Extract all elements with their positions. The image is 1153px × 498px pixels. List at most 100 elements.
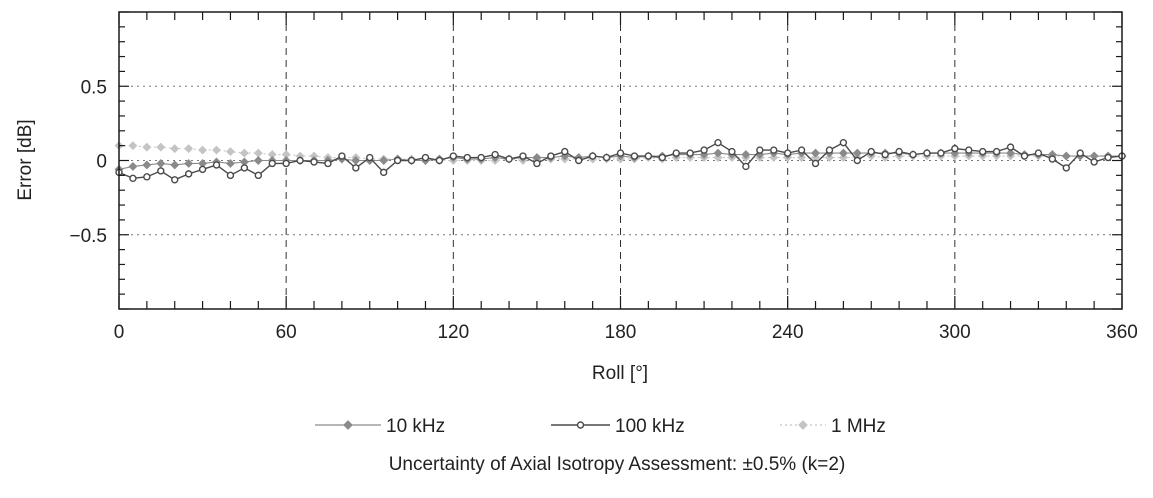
x-tick-label: 300	[939, 322, 971, 343]
data-point	[366, 153, 374, 162]
x-tick-label: 180	[605, 322, 637, 343]
data-point	[951, 144, 959, 153]
data-point	[1061, 151, 1071, 161]
data-point	[533, 159, 541, 168]
data-point	[713, 153, 723, 162]
data-point	[171, 176, 179, 184]
data-point	[310, 158, 318, 166]
legend-item: 100 kHz	[551, 416, 685, 437]
data-point	[867, 147, 875, 156]
data-point	[225, 147, 235, 157]
data-point	[561, 147, 569, 156]
data-point	[128, 141, 138, 151]
data-point	[1006, 143, 1015, 151]
data-point	[700, 146, 708, 154]
data-point	[770, 146, 778, 154]
data-point	[198, 165, 207, 174]
axis-ticks	[118, 11, 1123, 310]
data-point	[658, 153, 666, 162]
data-point	[853, 156, 862, 165]
x-tick-label: 60	[276, 322, 297, 343]
data-point	[1062, 164, 1070, 172]
data-point	[1020, 152, 1029, 160]
data-point	[379, 156, 389, 165]
uncertainty-note: Uncertainty of Axial Isotropy Assessment…	[389, 454, 846, 475]
y-tick-label: −0.5	[69, 226, 107, 247]
data-point	[239, 148, 249, 158]
data-point	[142, 142, 152, 152]
data-point	[254, 171, 263, 180]
data-point	[575, 156, 583, 165]
data-point	[1048, 155, 1057, 163]
y-axis-title: Error [dB]	[15, 119, 36, 200]
data-point	[519, 152, 527, 160]
data-point	[324, 159, 332, 168]
x-tick-label: 360	[1106, 322, 1138, 343]
legend-label: 10 kHz	[386, 416, 445, 437]
data-point	[379, 168, 388, 177]
data-point	[838, 148, 848, 158]
data-point	[713, 148, 723, 158]
data-point	[838, 153, 848, 162]
data-point	[576, 421, 585, 429]
data-point	[825, 146, 834, 154]
data-point	[477, 153, 485, 162]
x-tick-labels: 0 60 120 180 240 300 360	[114, 322, 1138, 343]
data-point	[212, 145, 221, 155]
legend-label: 100 kHz	[615, 416, 685, 437]
data-point	[198, 145, 208, 155]
data-point	[644, 152, 653, 160]
data-point	[128, 161, 138, 171]
data-point	[351, 156, 361, 165]
data-point	[811, 148, 820, 158]
data-point	[184, 170, 193, 178]
data-point	[129, 174, 137, 183]
data-point	[491, 150, 499, 159]
legend-item: 1 MHz	[780, 416, 886, 437]
data-point	[449, 152, 458, 160]
data-point	[965, 146, 973, 154]
data-point	[630, 152, 639, 160]
data-point	[978, 147, 987, 156]
data-point	[212, 161, 221, 169]
data-point	[1034, 149, 1043, 157]
data-point	[602, 153, 611, 162]
data-point	[143, 173, 151, 181]
y-tick-label: 0.5	[81, 77, 107, 98]
data-point	[852, 148, 862, 158]
data-point	[170, 160, 180, 170]
data-point	[240, 164, 249, 172]
data-point	[909, 150, 917, 159]
data-point	[616, 149, 625, 157]
data-point	[1006, 148, 1016, 158]
data-point	[343, 420, 353, 430]
data-point	[1104, 153, 1112, 162]
data-point	[253, 156, 263, 165]
data-point	[756, 146, 764, 154]
data-point	[992, 147, 1001, 156]
data-point	[797, 146, 806, 154]
data-point	[421, 153, 430, 162]
x-tick-label: 120	[437, 322, 469, 343]
legend: 10 kHz 100 kHz 1 MHz	[315, 416, 886, 437]
data-point	[352, 164, 360, 172]
x-axis-title: Roll [°]	[592, 363, 648, 384]
data-point	[937, 149, 945, 157]
data-point	[268, 159, 276, 168]
data-point	[547, 152, 555, 160]
data-point	[895, 147, 903, 156]
data-point	[741, 150, 751, 160]
data-point	[728, 147, 736, 156]
data-point	[156, 159, 166, 168]
data-point	[184, 159, 194, 168]
data-point	[226, 171, 235, 180]
data-point	[393, 156, 402, 165]
x-tick-label: 0	[114, 322, 125, 343]
data-point	[142, 160, 152, 170]
data-point	[825, 153, 834, 162]
series-100-khz	[115, 138, 1126, 184]
data-point	[170, 144, 180, 154]
data-point	[769, 153, 779, 162]
data-point	[783, 149, 792, 157]
